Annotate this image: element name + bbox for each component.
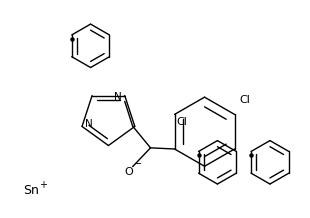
Text: Cl: Cl (240, 95, 250, 105)
Text: N: N (85, 119, 93, 129)
Text: N: N (114, 92, 122, 102)
Text: O: O (124, 167, 133, 177)
Text: Sn: Sn (23, 184, 39, 198)
Text: −: − (134, 159, 142, 169)
Text: +: + (39, 180, 47, 190)
Text: Cl: Cl (176, 117, 187, 127)
